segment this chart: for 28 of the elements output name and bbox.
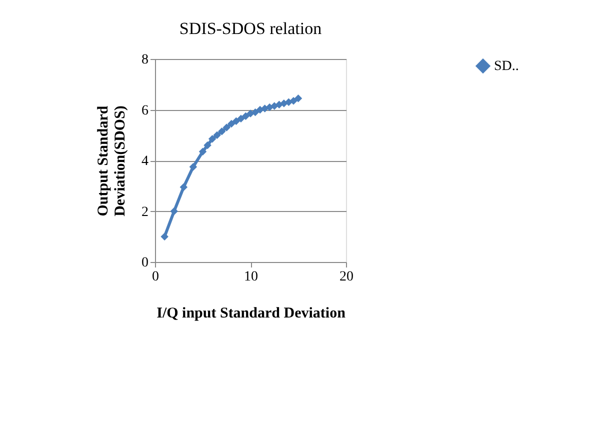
y-tick-label: 4 — [142, 154, 148, 169]
point — [204, 141, 212, 150]
y-tick-label: 0 — [142, 256, 148, 270]
point — [242, 112, 250, 120]
x-tick-label: 0 — [152, 270, 159, 284]
y-axis-title: Output Standard Deviation(SDOS) — [96, 105, 128, 216]
point — [232, 117, 240, 126]
chart-title: SDIS-SDOS relation — [179, 19, 322, 38]
point — [222, 124, 230, 132]
point — [218, 127, 226, 136]
y-tick-label: 2 — [142, 204, 148, 220]
point — [213, 131, 221, 139]
y-tick-label: 8 — [142, 52, 148, 68]
point — [180, 183, 188, 192]
point — [237, 114, 245, 123]
x-axis-title: I/Q input Standard Deviation — [156, 306, 346, 322]
legend-label: SD.. — [494, 59, 519, 74]
point — [208, 135, 216, 143]
point — [160, 232, 168, 240]
point — [228, 120, 236, 128]
point — [290, 96, 298, 105]
point — [189, 162, 198, 171]
point — [294, 94, 302, 102]
x-tick-label: 20 — [340, 270, 354, 284]
point — [198, 148, 207, 156]
x-tick-label: 10 — [244, 270, 258, 284]
y-tick-label: 6 — [142, 103, 148, 118]
point — [170, 207, 178, 216]
